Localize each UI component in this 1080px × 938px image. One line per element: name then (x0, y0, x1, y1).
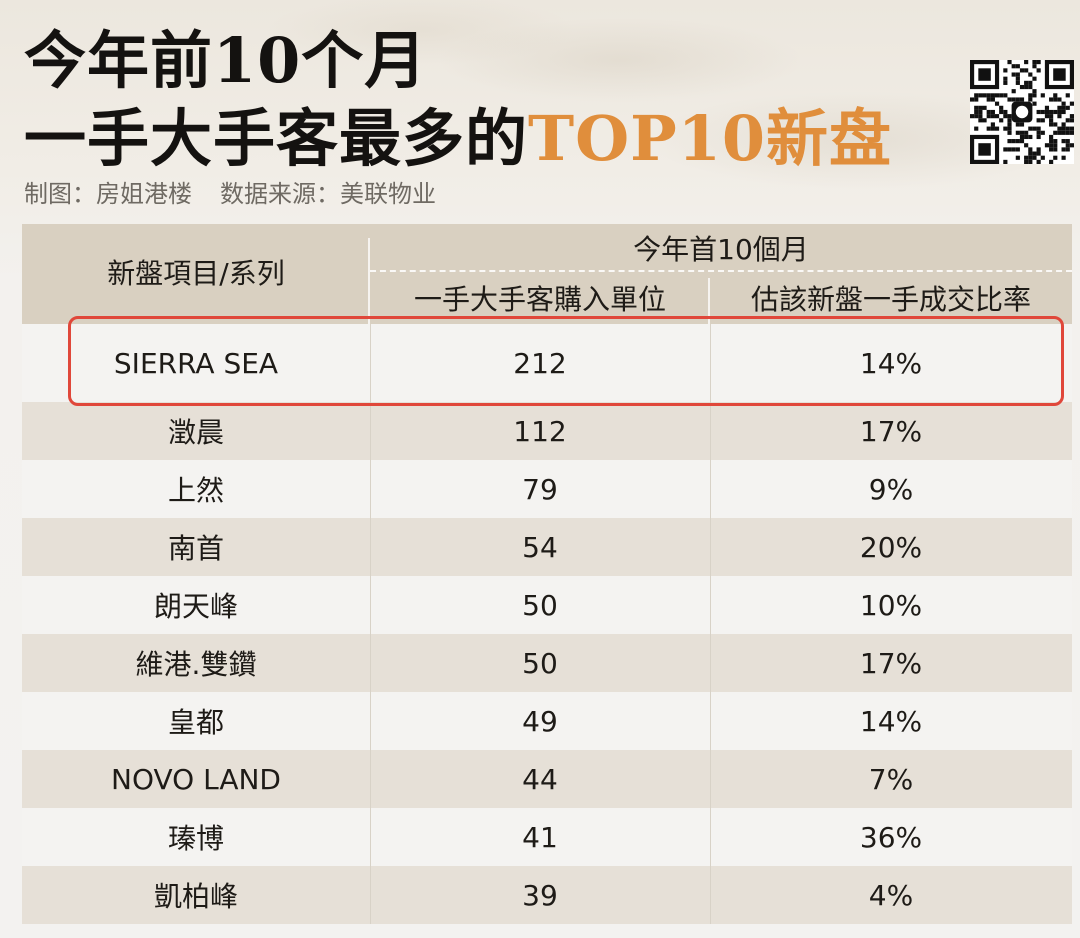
transaction-ratio-cell: 7% (868, 762, 914, 796)
header-divider (708, 278, 710, 324)
table-body: SIERRA SEA 212 14% 澂晨 112 17% 上然 79 9% 南首 54 20% 朗天峰… (22, 324, 1072, 924)
column-divider (370, 324, 371, 924)
transaction-ratio-cell: 17% (859, 414, 923, 448)
project-name-cell: 維港.雙鑽 (135, 648, 257, 681)
transaction-ratio-cell: 10% (859, 588, 923, 622)
transaction-ratio-cell: 4% (868, 878, 914, 912)
buyer-count-cell: 50 (522, 588, 558, 622)
transaction-ratio-cell: 9% (868, 472, 914, 506)
qr-code-icon (970, 60, 1074, 164)
transaction-ratio-cell: 14% (859, 704, 923, 738)
buyer-count-cell: 41 (522, 820, 558, 854)
header-dashed-rule (370, 270, 1072, 272)
buyer-count-cell: 212 (513, 346, 567, 380)
transaction-ratio-cell: 20% (859, 530, 923, 564)
project-name-cell: 凱柏峰 (153, 880, 238, 913)
title-prefix: 一手大手客最多的 (24, 102, 529, 175)
project-name-cell: 皇都 (167, 706, 224, 739)
buyer-count-cell: 54 (522, 530, 558, 564)
title-line-1: 今年前10个月 (24, 24, 428, 97)
table-row: 南首 54 20% (22, 518, 1072, 576)
table-row: SIERRA SEA 212 14% (22, 324, 1072, 402)
table-row: 皇都 49 14% (22, 692, 1072, 750)
buyer-count-cell: 79 (522, 472, 558, 506)
credit-source: 数据来源：美联物业 (220, 180, 436, 208)
column-divider (710, 324, 711, 924)
project-name-cell: 南首 (167, 532, 224, 565)
ranking-table: 新盤項目/系列 今年首10個月 一手大手客購入單位 估該新盤一手成交比率 SIE… (22, 224, 1072, 924)
table-header: 新盤項目/系列 今年首10個月 一手大手客購入單位 估該新盤一手成交比率 (22, 224, 1072, 324)
title-accent: TOP10新盘 (528, 102, 893, 175)
column-group-header: 今年首10個月 (633, 233, 809, 266)
table-row: NOVO LAND 44 7% (22, 750, 1072, 808)
column-header-buyers: 一手大手客購入單位 (413, 283, 666, 316)
column-header-rate: 估該新盤一手成交比率 (750, 283, 1031, 316)
buyer-count-cell: 112 (513, 414, 567, 448)
buyer-count-cell: 39 (522, 878, 558, 912)
transaction-ratio-cell: 36% (859, 820, 923, 854)
transaction-ratio-cell: 17% (859, 646, 923, 680)
title-line-2: 一手大手客最多的TOP10新盘 (24, 104, 892, 174)
table-row: 朗天峰 50 10% (22, 576, 1072, 634)
table-row: 澂晨 112 17% (22, 402, 1072, 460)
column-header-project: 新盤項目/系列 (107, 257, 285, 290)
transaction-ratio-cell: 14% (859, 346, 923, 380)
header-divider (368, 238, 370, 324)
project-name-cell: 澂晨 (167, 416, 224, 449)
table-row: 維港.雙鑽 50 17% (22, 634, 1072, 692)
project-name-cell: SIERRA SEA (113, 346, 279, 380)
credit-line: 制图：房姐港楼 数据来源：美联物业 (24, 178, 464, 210)
buyer-count-cell: 50 (522, 646, 558, 680)
project-name-cell: 瑧博 (167, 822, 224, 855)
buyer-count-cell: 44 (522, 762, 558, 796)
buyer-count-cell: 49 (522, 704, 558, 738)
table-row: 瑧博 41 36% (22, 808, 1072, 866)
credit-maker: 制图：房姐港楼 (24, 180, 192, 208)
table-row: 上然 79 9% (22, 460, 1072, 518)
project-name-cell: NOVO LAND (111, 762, 281, 796)
project-name-cell: 朗天峰 (153, 590, 238, 623)
table-row: 凱柏峰 39 4% (22, 866, 1072, 924)
header-background (0, 0, 1080, 230)
project-name-cell: 上然 (167, 474, 224, 507)
